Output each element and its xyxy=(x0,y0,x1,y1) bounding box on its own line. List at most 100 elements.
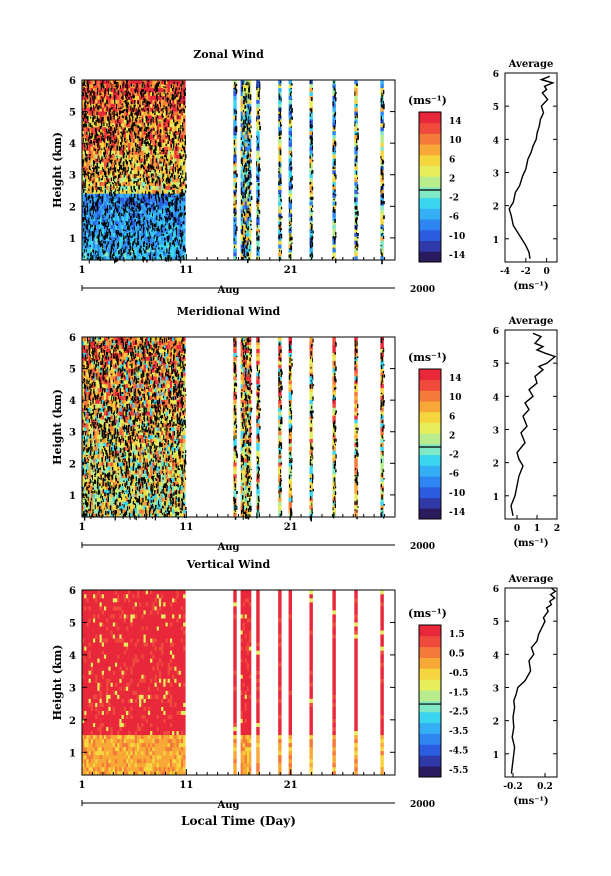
heatmap-cell xyxy=(114,154,118,159)
contour-mark xyxy=(250,160,252,162)
heatmap-cell xyxy=(128,209,131,214)
heatmap-cell xyxy=(183,185,186,190)
contour-mark xyxy=(244,238,246,244)
contour-mark xyxy=(91,89,93,94)
contour-mark xyxy=(257,246,259,252)
heatmap-cell xyxy=(101,146,105,151)
contour-mark xyxy=(141,236,143,239)
heatmap-cell xyxy=(176,213,179,218)
heatmap-cell xyxy=(101,91,105,96)
contour-mark xyxy=(146,108,149,111)
heatmap-cell xyxy=(139,244,142,249)
heatmap-cell xyxy=(248,256,252,261)
heatmap-cell xyxy=(161,244,164,249)
contour-mark xyxy=(132,109,134,113)
heatmap-cell xyxy=(110,209,114,214)
contour-mark xyxy=(279,113,281,119)
contour-mark xyxy=(129,196,131,198)
heatmap-cell xyxy=(121,126,125,132)
contour-mark xyxy=(103,138,105,144)
heatmap-cell xyxy=(240,205,243,210)
heatmap-cell xyxy=(174,111,177,116)
contour-mark xyxy=(235,182,237,186)
contour-mark xyxy=(88,217,90,222)
heatmap-cell xyxy=(169,123,173,128)
heatmap-cell xyxy=(150,142,153,147)
contour-mark xyxy=(85,121,87,124)
heatmap-cell xyxy=(103,224,107,229)
contour-mark xyxy=(167,98,170,100)
heatmap-cell xyxy=(108,142,111,147)
contour-mark xyxy=(310,238,312,243)
contour-mark xyxy=(126,82,127,86)
contour-mark xyxy=(82,128,84,131)
heatmap-cell xyxy=(136,256,140,261)
contour-mark xyxy=(146,133,148,138)
contour-mark xyxy=(148,238,150,243)
contour-mark xyxy=(107,136,108,141)
contour-mark xyxy=(160,217,162,220)
contour-mark xyxy=(279,225,281,230)
contour-mark xyxy=(105,225,107,228)
heatmap-cell xyxy=(90,181,94,186)
heatmap-cell xyxy=(176,173,179,179)
contour-mark xyxy=(89,98,91,102)
heatmap-cell xyxy=(147,138,151,143)
contour-mark xyxy=(145,98,147,104)
contour-mark xyxy=(136,201,138,203)
heatmap-cell xyxy=(136,209,140,214)
heatmap-cell xyxy=(103,197,107,202)
heatmap-cell xyxy=(136,103,140,108)
heatmap-cell xyxy=(248,197,252,202)
heatmap-cell xyxy=(130,256,133,261)
contour-mark xyxy=(111,159,113,162)
heatmap-cell xyxy=(167,83,171,89)
contour-mark xyxy=(250,223,252,226)
contour-mark xyxy=(165,179,168,183)
heatmap-cell xyxy=(125,240,129,245)
heatmap-cell xyxy=(147,201,151,206)
contour-mark xyxy=(151,245,153,250)
contour-mark xyxy=(114,170,116,172)
heatmap-cell xyxy=(288,216,293,222)
contour-mark xyxy=(244,174,246,178)
contour-mark xyxy=(148,165,150,170)
contour-mark xyxy=(116,223,118,226)
heatmap-cell xyxy=(139,240,142,245)
contour-mark xyxy=(123,238,125,240)
contour-mark xyxy=(134,203,136,207)
heatmap-cell xyxy=(110,115,114,120)
heatmap-cell xyxy=(158,197,162,202)
heatmap-cell xyxy=(112,236,116,241)
heatmap-cell xyxy=(240,197,243,202)
heatmap-cell xyxy=(106,150,109,155)
heatmap-cell xyxy=(178,170,182,175)
contour-mark xyxy=(83,175,85,178)
contour-mark xyxy=(133,181,135,184)
contour-mark xyxy=(242,209,244,213)
heatmap-cell xyxy=(125,244,129,249)
heatmap-cell xyxy=(150,134,153,139)
heatmap-cell xyxy=(288,173,293,179)
heatmap-cell xyxy=(147,158,151,163)
contour-mark xyxy=(119,111,121,114)
heatmap-cell xyxy=(242,87,246,93)
contour-mark xyxy=(89,176,91,181)
heatmap-cell xyxy=(110,91,114,96)
heatmap-cell xyxy=(121,119,125,124)
contour-mark xyxy=(88,220,90,223)
contour-mark xyxy=(246,242,249,247)
heatmap-cell xyxy=(86,123,89,128)
heatmap-cell xyxy=(152,228,155,233)
heatmap-cell xyxy=(143,111,147,116)
contour-mark xyxy=(108,228,110,233)
heatmap-cell xyxy=(178,220,182,226)
contour-mark xyxy=(84,181,86,185)
contour-mark xyxy=(248,116,250,119)
contour-mark xyxy=(145,105,147,108)
heatmap-cell xyxy=(136,123,140,128)
heatmap-cell xyxy=(92,87,96,93)
contour-mark xyxy=(95,170,97,174)
heatmap-cell xyxy=(99,115,103,120)
contour-mark xyxy=(85,113,87,115)
